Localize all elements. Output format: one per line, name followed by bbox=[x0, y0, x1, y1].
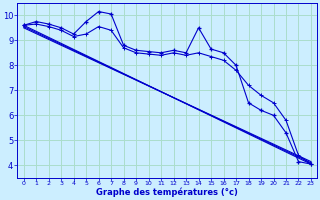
X-axis label: Graphe des températures (°c): Graphe des températures (°c) bbox=[96, 188, 238, 197]
